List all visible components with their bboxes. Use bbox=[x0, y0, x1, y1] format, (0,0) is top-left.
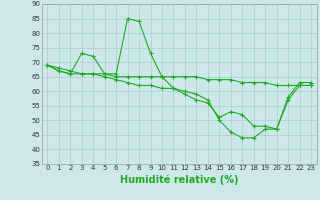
X-axis label: Humidité relative (%): Humidité relative (%) bbox=[120, 174, 238, 185]
